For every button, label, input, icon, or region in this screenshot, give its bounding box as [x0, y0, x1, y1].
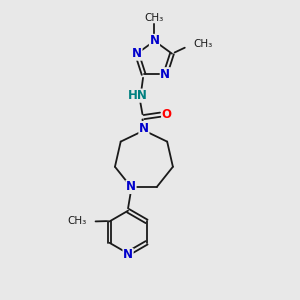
Text: CH₃: CH₃: [145, 13, 164, 23]
Text: O: O: [162, 108, 172, 121]
Text: N: N: [149, 34, 160, 47]
Text: HN: HN: [128, 89, 148, 102]
Text: N: N: [123, 248, 133, 262]
Text: CH₃: CH₃: [194, 39, 213, 50]
Text: N: N: [139, 122, 149, 135]
Text: N: N: [160, 68, 170, 81]
Text: N: N: [126, 180, 136, 194]
Text: N: N: [132, 47, 142, 60]
Text: CH₃: CH₃: [68, 216, 87, 226]
